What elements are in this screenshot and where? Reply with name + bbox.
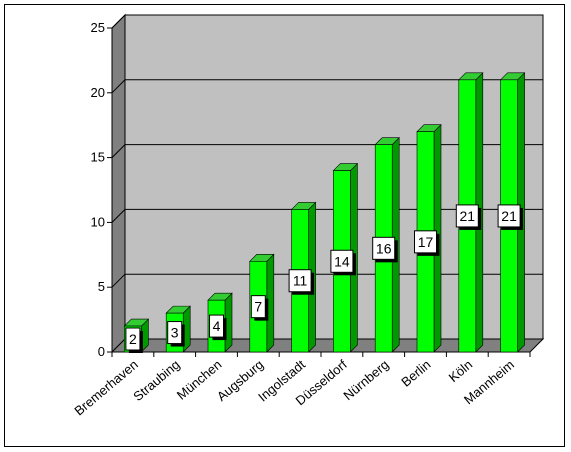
data-label: 21 [460,208,476,224]
data-label-box [455,204,479,228]
gridline [111,208,543,223]
data-label: 21 [501,208,517,224]
y-tick-label: 20 [91,85,105,100]
data-label-box [288,269,312,293]
x-tick-label: Straubing [130,357,182,404]
gridline [111,144,543,158]
y-tick-label: 15 [91,150,105,165]
data-label: 14 [334,253,350,269]
data-label-box [330,249,354,273]
side-wall [111,13,126,354]
data-label-box [497,204,521,228]
gridline [111,79,543,94]
gridline [111,273,543,288]
y-tick-label: 0 [98,344,105,359]
x-tick-label: Bremerhaven [71,357,140,419]
x-tick-label: Köln [446,357,476,385]
data-label: 2 [129,331,137,347]
data-label-box [167,321,183,345]
data-label-box [250,295,266,319]
data-label: 3 [171,325,179,341]
data-label: 11 [293,273,308,289]
data-label-box [125,327,141,351]
data-label: 16 [376,240,392,256]
data-label-box [414,230,437,254]
data-label-box [209,314,224,338]
x-tick-label: Berlin [398,357,433,390]
y-tick-label: 5 [98,279,105,294]
gridline [111,14,543,29]
y-tick-label: 10 [91,214,105,229]
data-label: 7 [254,299,262,315]
x-tick-label: Nürnberg [340,357,391,403]
y-tick-label: 25 [91,20,105,35]
data-label-box [372,236,396,260]
data-label: 17 [418,234,434,250]
data-label: 4 [213,318,221,334]
